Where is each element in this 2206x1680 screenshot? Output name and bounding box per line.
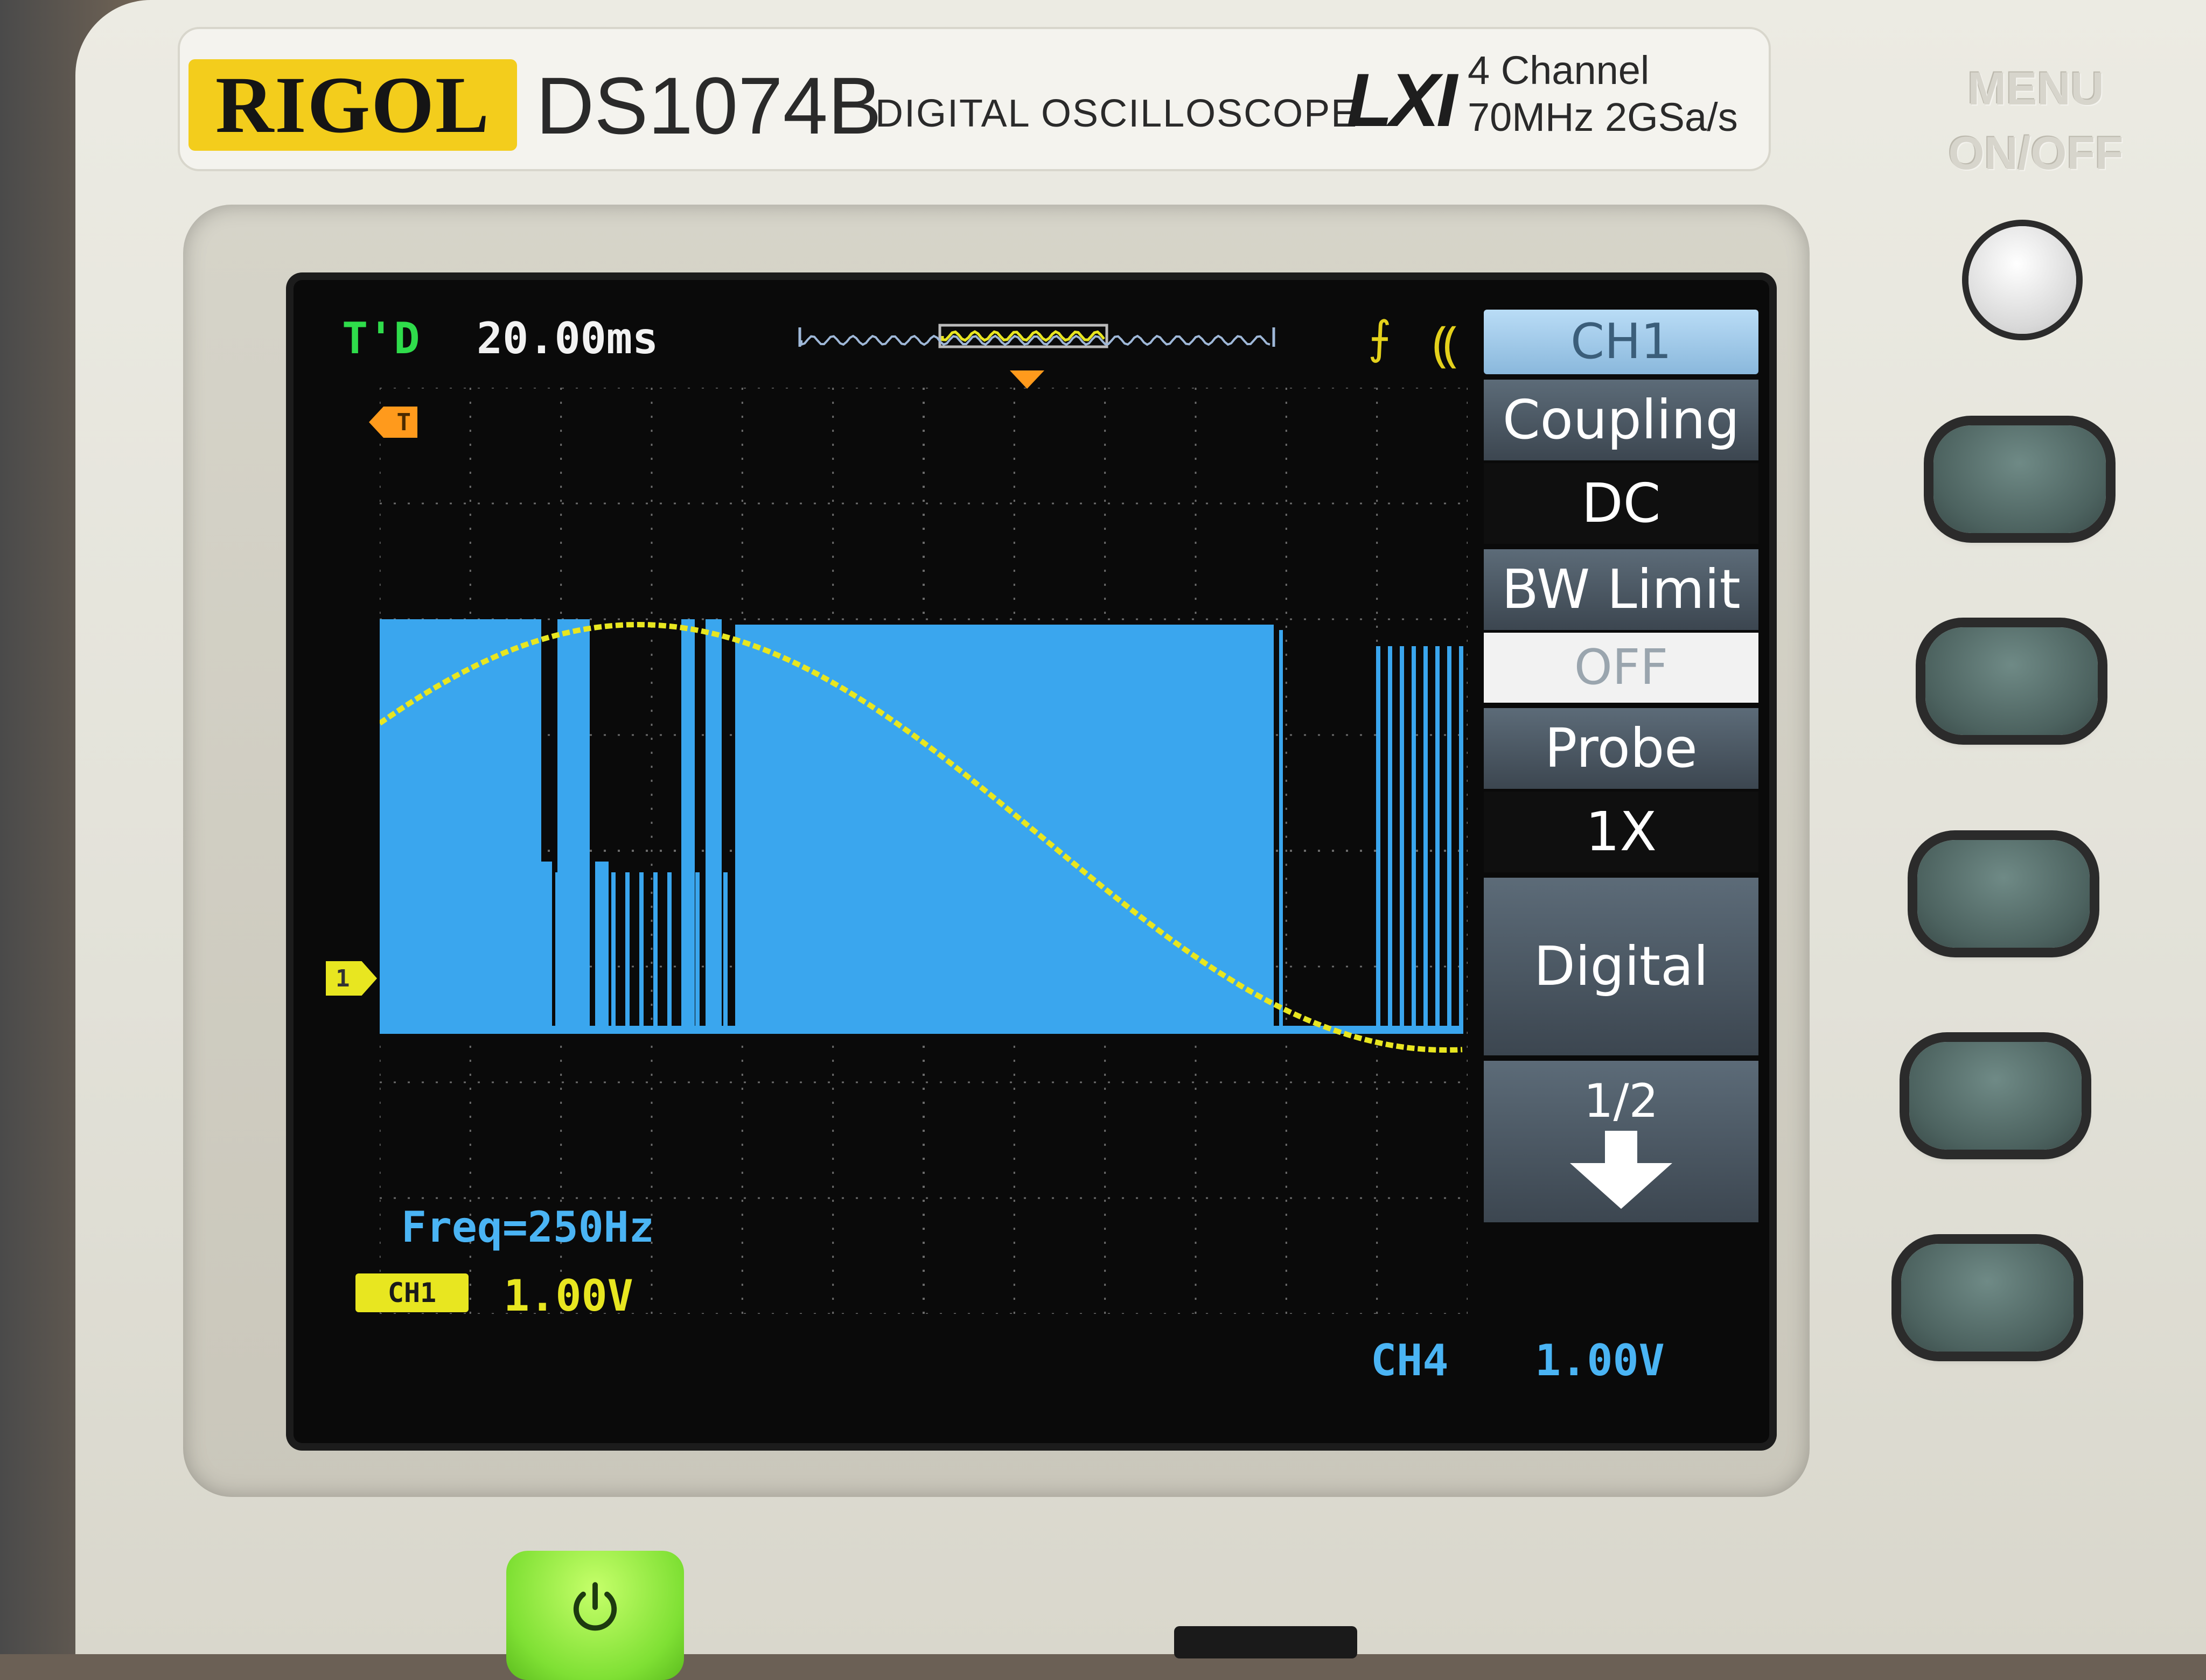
spec-rate: 70MHz 2GSa/s	[1468, 95, 1738, 139]
lxi-logo: LXI	[1346, 58, 1457, 142]
menu-onoff-label: MENU ON/OFF	[1948, 63, 2124, 179]
trigger-position-marker	[1010, 370, 1044, 389]
memory-position-bar: T	[798, 323, 1275, 348]
ch4-pulse	[653, 872, 658, 1034]
menu-page-indicator: 1/2	[1583, 1074, 1659, 1128]
softkey-probe[interactable]	[1917, 840, 2090, 948]
softkey-digital-filter[interactable]	[1909, 1042, 2082, 1150]
ch4-scale: 1.00V	[1535, 1335, 1665, 1385]
ch1-badge: CH1	[355, 1273, 469, 1312]
softkey-bw-limit[interactable]	[1925, 627, 2098, 735]
trigger-level-marker: T	[369, 407, 417, 438]
ch4-pulse	[583, 872, 588, 1034]
frequency-readout: Freq=250Hz	[401, 1203, 654, 1252]
ch4-pulse	[735, 625, 1274, 1034]
ch4-pulse	[695, 872, 700, 1034]
ch4-pulse	[723, 872, 728, 1034]
ch4-pulse	[1240, 630, 1244, 1034]
trigger-status: T'D	[342, 313, 420, 363]
ch4-pulse	[1376, 646, 1380, 1034]
ch4-pulse	[681, 872, 686, 1034]
ch4-pulse	[1279, 630, 1283, 1034]
ch4-pulse	[1400, 646, 1404, 1034]
ch4-pulse	[1250, 630, 1254, 1034]
oscilloscope-screen: T'D 20.00ms T ⨍ ⸨ T 1 Freq=250Hz CH1 1.0…	[294, 280, 1769, 1443]
menu-onoff-button[interactable]	[1968, 226, 2076, 334]
model-name: DS1074B	[536, 60, 882, 151]
ch4-pulse	[569, 872, 574, 1034]
menu-probe-value[interactable]: 1X	[1484, 792, 1758, 872]
ch4-pulse	[597, 872, 602, 1034]
ch4-pulse	[1435, 646, 1440, 1034]
ch4-pulse	[667, 872, 672, 1034]
ch1-scale: 1.00V	[504, 1271, 633, 1321]
memory-trigger-mark: T	[918, 323, 931, 327]
ch4-pulse	[1412, 646, 1416, 1034]
ch4-pulse	[1269, 630, 1273, 1034]
menu-coupling-value[interactable]: DC	[1484, 463, 1758, 544]
ch4-pulse	[555, 872, 560, 1034]
softkey-next-page[interactable]	[1901, 1244, 2074, 1352]
ch4-baseline	[380, 1026, 1462, 1034]
ch4-pulse	[1447, 646, 1451, 1034]
menu-coupling[interactable]: Coupling	[1484, 380, 1758, 460]
menu-digital-filter[interactable]: Digital Filter	[1484, 878, 1758, 1175]
memory-window-waveform	[941, 330, 1105, 342]
memory-bounds	[798, 327, 1275, 347]
ch4-pulse	[595, 862, 609, 1034]
ch4-pulse	[1231, 630, 1234, 1034]
menu-probe[interactable]: Probe	[1484, 708, 1758, 789]
power-button[interactable]	[506, 1551, 684, 1680]
ch4-pulse	[1388, 646, 1392, 1034]
spec-channels: 4 Channel	[1468, 48, 1650, 93]
ch1-ground-marker: 1	[326, 961, 377, 996]
arrow-down-icon	[1570, 1131, 1672, 1209]
menu-bw-limit-value[interactable]: OFF	[1484, 633, 1758, 703]
trigger-bracket-icon: ⸨	[1433, 318, 1457, 372]
ch4-pulse	[1459, 646, 1463, 1034]
power-icon	[573, 1582, 617, 1631]
usb-port	[1174, 1626, 1357, 1658]
ch4-pulse	[1423, 646, 1428, 1034]
ch4-pulse	[709, 872, 714, 1034]
softkey-coupling[interactable]	[1933, 425, 2106, 533]
menu-next-page[interactable]: 1/2	[1484, 1061, 1758, 1222]
memory-waveform	[800, 334, 1270, 346]
ch4-pulse	[1260, 630, 1263, 1034]
ch4-pulse	[380, 619, 541, 1034]
device-description: DIGITAL OSCILLOSCOPE	[875, 92, 1358, 135]
rising-edge-icon: ⨍	[1368, 312, 1392, 363]
waveform-area	[380, 388, 1468, 1314]
ch4-pulse	[625, 872, 630, 1034]
rigol-logo: RIGOL	[189, 59, 517, 151]
timebase-readout: 20.00ms	[477, 313, 659, 363]
menu-title: CH1	[1484, 310, 1758, 374]
ch4-trace	[380, 619, 1463, 1034]
ch4-pulse	[611, 872, 616, 1034]
memory-window	[938, 324, 1108, 348]
ch4-pulse	[639, 872, 644, 1034]
ch4-label: CH4	[1371, 1335, 1449, 1385]
ch4-pulse	[541, 872, 546, 1034]
menu-bw-limit[interactable]: BW Limit	[1484, 549, 1758, 630]
